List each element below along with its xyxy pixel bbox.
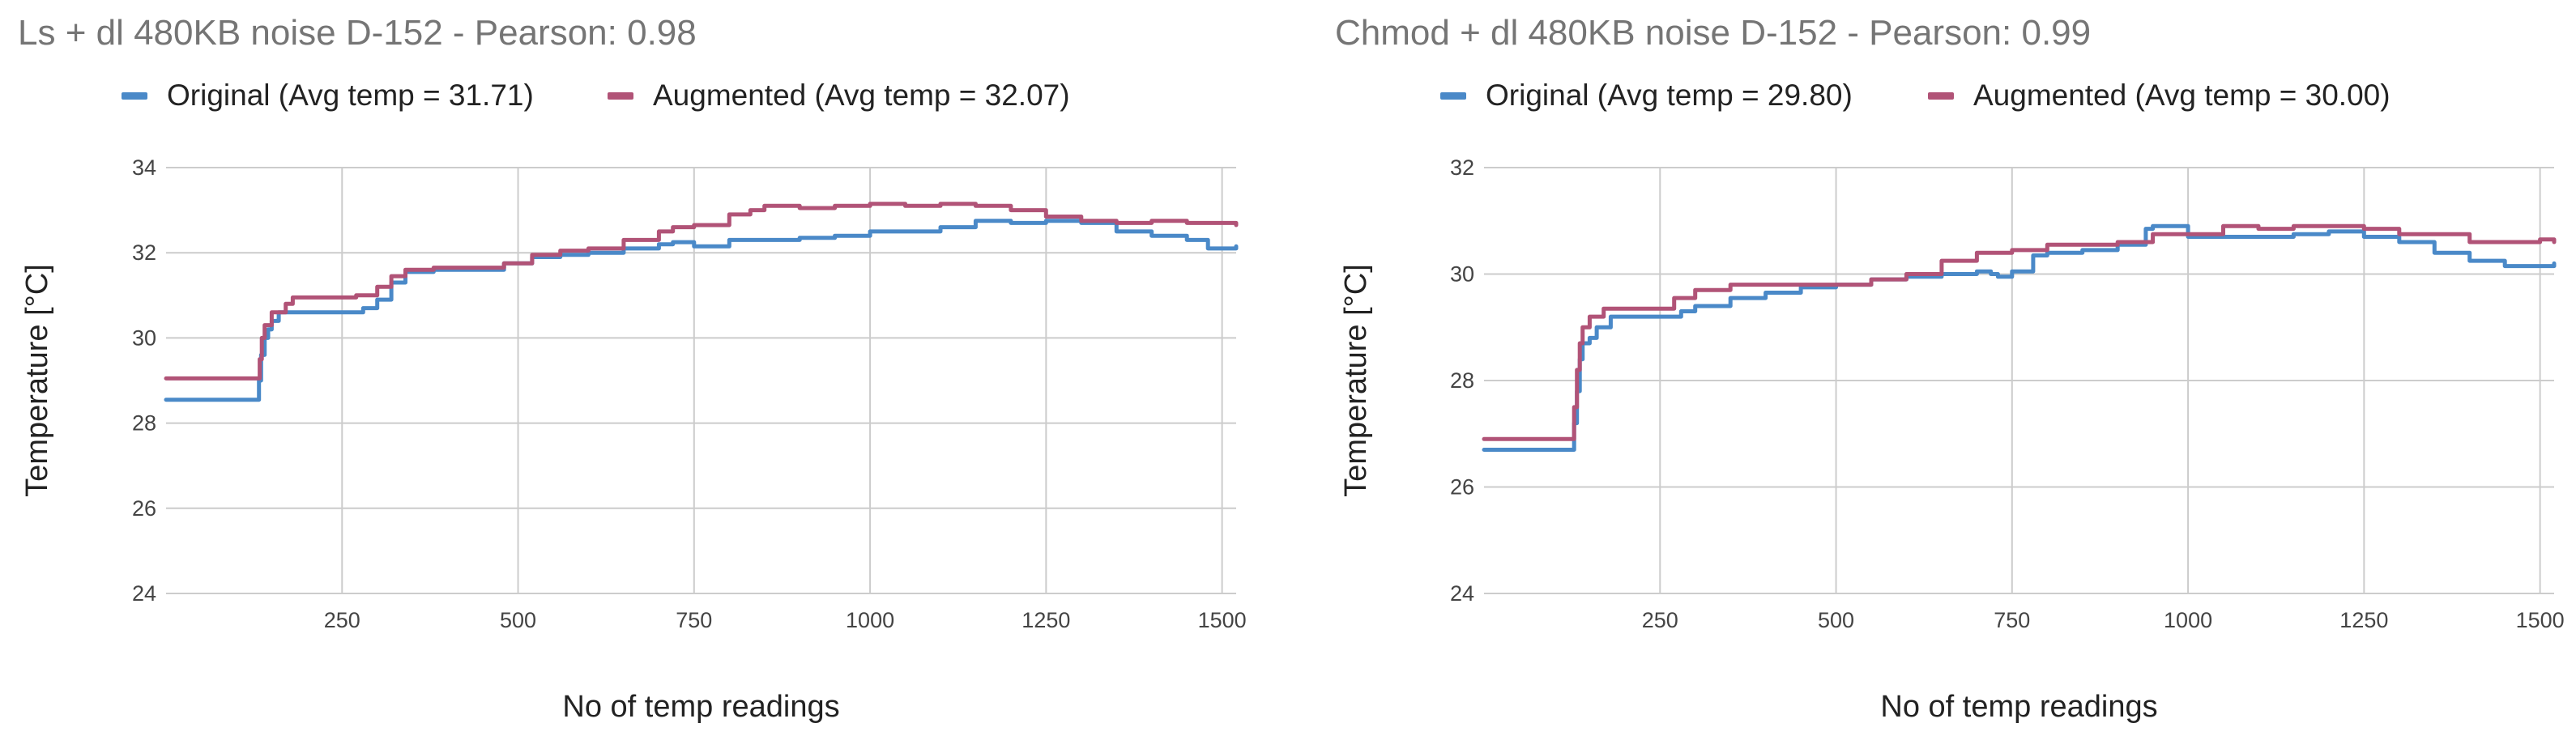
series-line-augmented	[1482, 223, 2557, 441]
x-axis-title: No of temp readings	[562, 690, 839, 724]
legend-swatch	[608, 92, 633, 100]
chart-2: Chmod + dl 480KB noise D-152 - Pearson: …	[1335, 13, 2565, 724]
legend-label: Original (Avg temp = 31.71)	[167, 79, 534, 112]
x-tick-label: 750	[676, 608, 712, 632]
y-tick-label: 28	[132, 411, 156, 436]
y-axis-title: Temperature [°C]	[20, 264, 54, 497]
series-line-original	[164, 219, 1239, 402]
x-axis-title: No of temp readings	[1880, 690, 2157, 724]
series-line-augmented	[164, 202, 1239, 381]
y-tick-label: 26	[132, 496, 156, 521]
legend-swatch	[1928, 92, 1954, 100]
x-tick-label: 1000	[2164, 608, 2212, 632]
y-tick-label: 34	[132, 155, 156, 180]
y-tick-label: 32	[132, 240, 156, 265]
chart-title: Chmod + dl 480KB noise D-152 - Pearson: …	[1335, 13, 2091, 53]
x-tick-label: 500	[1818, 608, 1854, 632]
y-tick-label: 32	[1450, 155, 1474, 180]
x-tick-label: 1000	[846, 608, 894, 632]
y-tick-label: 24	[1450, 581, 1474, 606]
x-tick-label: 250	[1642, 608, 1678, 632]
y-tick-label: 30	[1450, 262, 1474, 287]
chart-title: Ls + dl 480KB noise D-152 - Pearson: 0.9…	[18, 13, 697, 53]
y-axis-title: Temperature [°C]	[1339, 264, 1373, 497]
x-tick-label: 1250	[1021, 608, 1070, 632]
legend-swatch	[122, 92, 147, 100]
y-tick-label: 30	[132, 325, 156, 350]
y-tick-label: 24	[132, 581, 156, 606]
y-tick-label: 26	[1450, 475, 1474, 500]
x-tick-label: 1500	[1198, 608, 1247, 632]
chart-1: Ls + dl 480KB noise D-152 - Pearson: 0.9…	[18, 13, 1247, 724]
x-tick-label: 500	[500, 608, 536, 632]
legend-label: Original (Avg temp = 29.80)	[1486, 79, 1853, 112]
series-line-original	[1482, 223, 2557, 452]
y-tick-label: 28	[1450, 368, 1474, 393]
x-tick-label: 750	[1994, 608, 2030, 632]
x-tick-label: 1250	[2339, 608, 2388, 632]
x-tick-label: 1500	[2516, 608, 2565, 632]
legend-label: Augmented (Avg temp = 32.07)	[653, 79, 1070, 112]
legend-label: Augmented (Avg temp = 30.00)	[1973, 79, 2390, 112]
x-tick-label: 250	[324, 608, 360, 632]
legend-swatch	[1440, 92, 1466, 100]
